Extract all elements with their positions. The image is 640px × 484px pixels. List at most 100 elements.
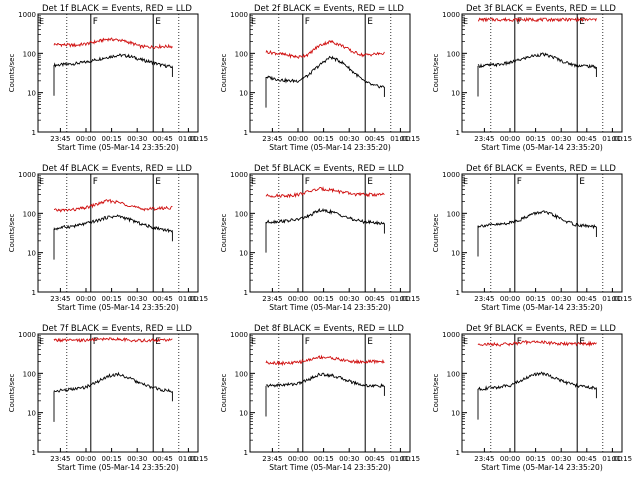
y-axis-label: Counts/sec	[220, 214, 228, 253]
panel-det-5: Det 5f BLACK = Events, RED = LLD 1 10 100 10…	[220, 164, 420, 312]
x-axis-label: Start Time (05-Mar-14 23:35:20)	[269, 303, 391, 312]
x-axis-label: Start Time (05-Mar-14 23:35:20)	[57, 303, 179, 312]
series-lld-line	[53, 336, 173, 343]
marker-label: E	[579, 177, 585, 187]
panel-title: Det 9f BLACK = Events, RED = LLD	[466, 324, 616, 334]
y-axis-label: Counts/sec	[432, 54, 440, 93]
x-tick-label: 00:15	[102, 135, 122, 143]
y-tick-label: 100	[447, 370, 460, 378]
marker-label: E	[251, 177, 256, 186]
y-tick-label: 100	[23, 210, 36, 218]
y-axis-label: Counts/sec	[8, 54, 16, 93]
marker-label: E	[367, 17, 373, 27]
series-events-line	[265, 208, 385, 226]
marker-label: F	[517, 177, 522, 187]
y-tick-label: 1	[32, 129, 36, 137]
plot-frame	[249, 333, 411, 453]
y-tick-label: 1000	[230, 11, 248, 19]
series-lld-line	[477, 340, 597, 347]
marker-label: F	[305, 177, 310, 187]
panel-title: Det 6f BLACK = Events, RED = LLD	[466, 164, 616, 174]
y-tick-label: 1000	[442, 331, 460, 339]
x-axis-label: Start Time (05-Mar-14 23:35:20)	[481, 303, 603, 312]
x-tick-label: 01:00	[602, 135, 622, 143]
y-tick-label: 1000	[18, 331, 36, 339]
x-tick-label: 23:45	[262, 455, 282, 463]
series-events-line	[477, 52, 597, 70]
x-tick-label: 00:15	[314, 135, 334, 143]
x-tick-label: 23:45	[474, 455, 494, 463]
plot-frame	[461, 333, 623, 453]
x-tick-label: 23:45	[262, 135, 282, 143]
x-tick-label: 23:45	[262, 295, 282, 303]
y-tick-label: 100	[23, 50, 36, 58]
y-tick-label: 1	[244, 289, 248, 297]
x-tick-label: 00:30	[339, 455, 359, 463]
x-tick-label: 00:30	[127, 455, 147, 463]
marker-label: E	[367, 177, 373, 187]
x-tick-label: 01:00	[390, 295, 410, 303]
series-events-line	[265, 55, 385, 89]
x-axis-label: Start Time (05-Mar-14 23:35:20)	[269, 143, 391, 152]
y-tick-label: 1000	[442, 171, 460, 179]
panel-det-4: Det 4f BLACK = Events, RED = LLD 1 10 100 10…	[8, 164, 208, 312]
y-tick-label: 1000	[18, 171, 36, 179]
x-tick-label: 01:00	[602, 295, 622, 303]
panel-det-1: Det 1f BLACK = Events, RED = LLD 1 10 100 10…	[8, 4, 208, 152]
series-lld-line	[265, 186, 385, 199]
series-events-line	[53, 53, 173, 68]
series-lld-line	[265, 39, 385, 60]
y-tick-label: 10	[27, 250, 36, 258]
panel-det-7: Det 7f BLACK = Events, RED = LLD 1 10 100 10…	[8, 324, 208, 472]
x-tick-label: 00:15	[102, 455, 122, 463]
series-events-line	[265, 372, 385, 389]
marker-label: E	[463, 177, 468, 186]
y-tick-label: 1	[244, 449, 248, 457]
x-tick-label: 00:00	[76, 295, 96, 303]
x-tick-label: 00:30	[127, 135, 147, 143]
marker-label: F	[93, 337, 98, 347]
x-tick-label: 23:45	[474, 135, 494, 143]
y-tick-label: 100	[235, 50, 248, 58]
x-tick-label: 00:45	[153, 295, 173, 303]
marker-label: F	[305, 337, 310, 347]
marker-label: F	[517, 337, 522, 347]
y-tick-label: 10	[27, 410, 36, 418]
y-tick-label: 100	[447, 210, 460, 218]
x-axis-label: Start Time (05-Mar-14 23:35:20)	[57, 143, 179, 152]
plot-frame	[37, 333, 199, 453]
y-axis-label: Counts/sec	[432, 214, 440, 253]
y-tick-label: 100	[235, 370, 248, 378]
y-tick-label: 1	[32, 289, 36, 297]
x-tick-label: 01:15	[400, 295, 420, 303]
marker-label: E	[251, 337, 256, 346]
y-tick-label: 1	[456, 289, 460, 297]
y-tick-label: 1	[456, 449, 460, 457]
x-tick-label: 01:15	[400, 135, 420, 143]
x-tick-label: 01:15	[400, 455, 420, 463]
y-tick-label: 1000	[18, 11, 36, 19]
y-axis-label: Counts/sec	[220, 374, 228, 413]
panel-title: Det 8f BLACK = Events, RED = LLD	[254, 324, 404, 334]
y-axis-label: Counts/sec	[8, 214, 16, 253]
x-tick-label: 00:00	[500, 455, 520, 463]
marker-label: E	[579, 337, 585, 347]
panel-title: Det 7f BLACK = Events, RED = LLD	[42, 324, 192, 334]
marker-label: E	[155, 337, 161, 347]
marker-label: E	[39, 337, 44, 346]
y-tick-label: 1	[32, 449, 36, 457]
plot-frame	[249, 13, 411, 133]
y-tick-label: 1000	[442, 11, 460, 19]
x-tick-label: 00:00	[288, 135, 308, 143]
panel-title: Det 4f BLACK = Events, RED = LLD	[42, 164, 192, 174]
x-tick-label: 01:15	[612, 455, 632, 463]
x-tick-label: 00:45	[577, 455, 597, 463]
x-tick-label: 01:15	[188, 135, 208, 143]
x-tick-label: 00:45	[577, 295, 597, 303]
y-tick-label: 10	[239, 90, 248, 98]
x-tick-label: 01:15	[612, 295, 632, 303]
x-tick-label: 00:15	[526, 135, 546, 143]
x-tick-label: 00:00	[76, 135, 96, 143]
y-tick-label: 100	[447, 50, 460, 58]
